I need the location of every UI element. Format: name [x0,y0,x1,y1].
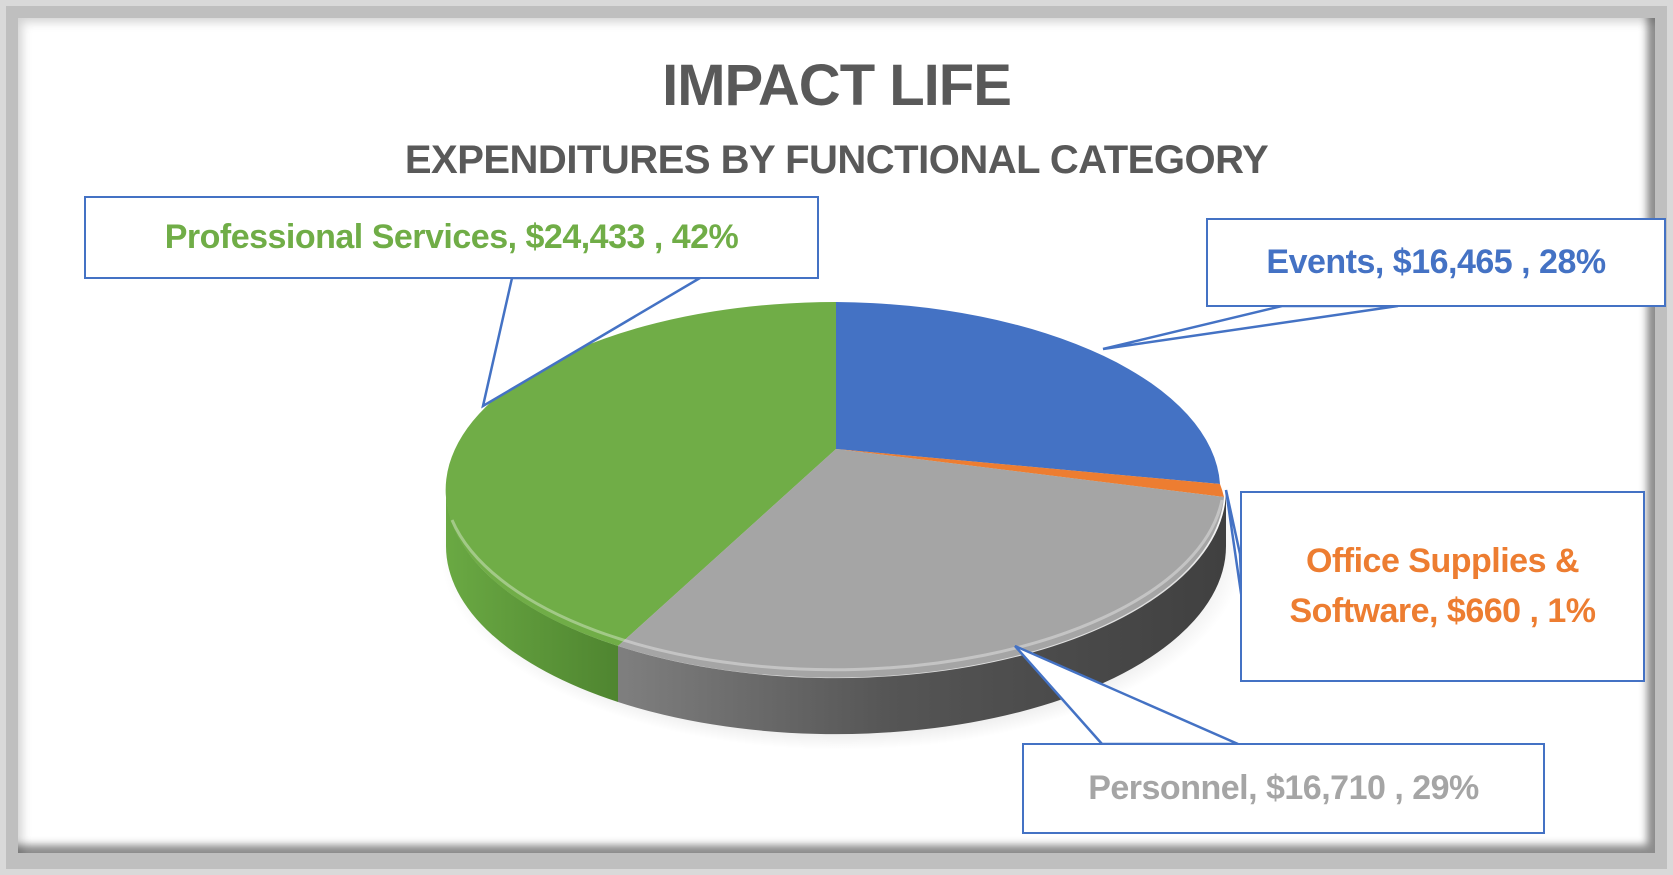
data-label-professional-services[interactable]: Professional Services, $24,433 , 42% [84,196,819,279]
data-label-text: Professional Services, $24,433 , 42% [164,218,739,256]
slice-events[interactable] [836,302,1220,484]
pie-rim-highlight [450,499,1224,672]
slice-personnel[interactable] [618,449,1224,678]
data-label-personnel[interactable]: Personnel, $16,710 , 29% [1022,743,1545,834]
chart-subtitle: EXPENDITURES BY FUNCTIONAL CATEGORY [404,138,1269,182]
data-label-text: Events, $16,465 , 28% [1266,243,1606,281]
data-label-office-supplies[interactable]: Office Supplies & Software, $660 , 1% [1240,491,1645,682]
leader-events [1102,304,1399,351]
slice-professional-services[interactable] [445,301,836,646]
data-label-text: Personnel, $16,710 , 29% [1088,769,1479,807]
pie-side-professional-services [445,490,618,702]
data-label-events[interactable]: Events, $16,465 , 28% [1206,218,1666,307]
chart-title: IMPACT LIFE [662,53,1012,118]
data-label-text: Office Supplies & Software, $660 , 1% [1289,542,1596,630]
